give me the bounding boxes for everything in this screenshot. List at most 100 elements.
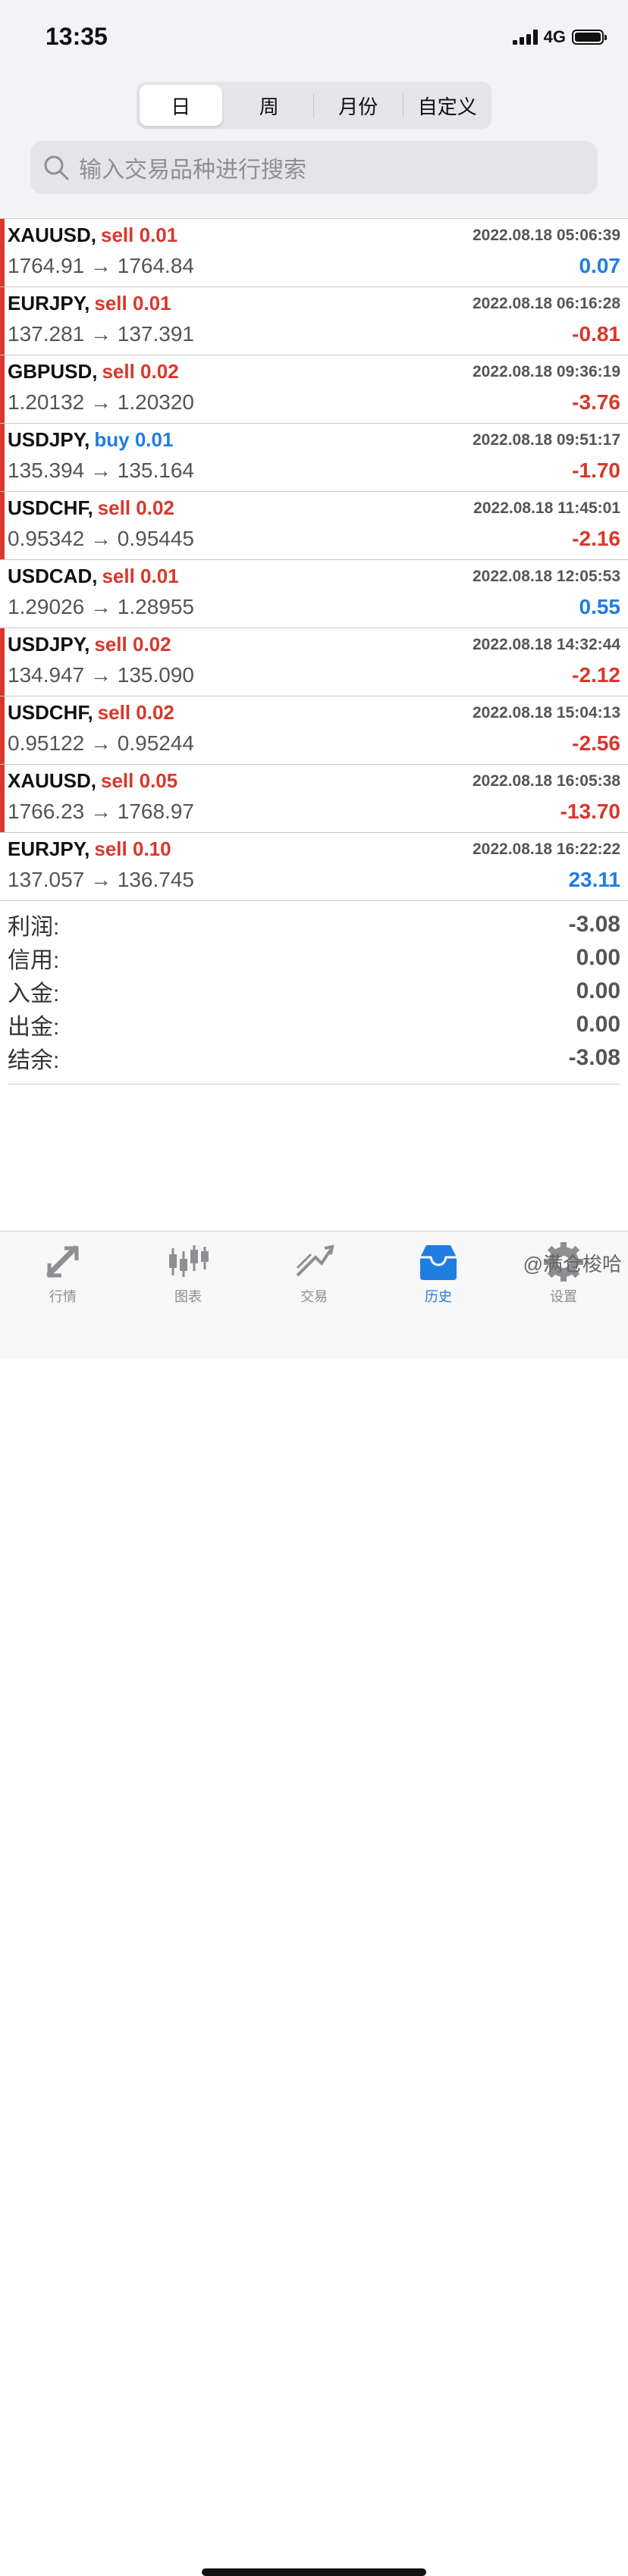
- trade-prices: 1.29026 → 1.28955: [8, 595, 194, 618]
- trade-symbol: USDCHF,: [8, 496, 93, 519]
- trade-row[interactable]: USDCHF, sell 0.02 2022.08.18 11:45:01 0.953…: [0, 492, 628, 560]
- trade-side: sell 0.01: [94, 292, 171, 315]
- summary-row: 结余: -3.08: [8, 1041, 620, 1075]
- trade-profit: 0.07: [579, 254, 621, 277]
- home-indicator[interactable]: [202, 2568, 426, 2576]
- signal-icon: [512, 30, 538, 45]
- trade-side: sell 0.01: [101, 224, 178, 246]
- summary-row: 利润: -3.08: [8, 908, 620, 941]
- summary-label: 入金:: [8, 981, 60, 1006]
- trade-time: 2022.08.18 12:05:53: [473, 568, 620, 585]
- segment-custom[interactable]: 自定义: [417, 95, 477, 118]
- segment-week[interactable]: 周: [259, 95, 279, 118]
- trade-row[interactable]: GBPUSD, sell 0.02 2022.08.18 09:36:19 1.201…: [0, 355, 628, 424]
- trade-side: sell 0.05: [101, 769, 178, 792]
- trade-profit: 23.11: [568, 868, 620, 891]
- trade-header: USDJPY, sell 0.02: [8, 633, 171, 656]
- tab-settings[interactable]: 设置: [522, 1241, 605, 1306]
- trade-row[interactable]: USDJPY, buy 0.01 2022.08.18 09:51:17 135.39…: [0, 424, 628, 492]
- trade-history-list: XAUUSD, sell 0.01 2022.08.18 05:06:39 1764.…: [0, 219, 628, 901]
- tab-trade[interactable]: 交易: [272, 1241, 356, 1306]
- loss-marker: [0, 219, 5, 286]
- loss-marker: [0, 355, 5, 423]
- status-time: 13:35: [46, 23, 108, 50]
- history-icon: [420, 1245, 457, 1280]
- trade-icon: [296, 1244, 334, 1277]
- summary-label: 出金:: [8, 1015, 60, 1040]
- trade-time: 2022.08.18 14:32:44: [473, 636, 620, 653]
- summary-label: 信用:: [8, 948, 60, 973]
- trade-row[interactable]: EURJPY, sell 0.10 2022.08.18 16:22:22 137.0…: [0, 833, 628, 901]
- trade-symbol: USDJPY,: [8, 633, 90, 656]
- trade-side: sell 0.02: [97, 701, 174, 724]
- search-placeholder: 输入交易品种进行搜索: [79, 158, 306, 183]
- top-header-area: 13:35 4G 日 周 月份 自定义 输入交易品种进行搜索: [0, 0, 628, 219]
- trade-header: EURJPY, sell 0.10: [8, 837, 171, 861]
- trade-symbol: XAUUSD,: [8, 769, 97, 792]
- segment-month[interactable]: 月份: [338, 95, 378, 118]
- status-indicators: 4G: [512, 27, 607, 47]
- tab-label: 交易: [300, 1289, 328, 1304]
- trade-header: USDJPY, buy 0.01: [8, 428, 173, 452]
- quotes-icon: [46, 1245, 79, 1278]
- trade-time: 2022.08.18 06:16:28: [473, 295, 620, 312]
- loss-marker: [0, 492, 5, 559]
- search-input[interactable]: 输入交易品种进行搜索: [30, 141, 598, 194]
- tab-label: 图表: [174, 1289, 202, 1304]
- watermark-text: @满仓梭哈: [523, 1253, 622, 1275]
- trade-header: XAUUSD, sell 0.05: [8, 769, 177, 793]
- segment-day[interactable]: 日: [140, 85, 222, 126]
- summary-row: 出金: 0.00: [8, 1008, 620, 1041]
- loss-marker: [0, 424, 5, 491]
- trade-profit: -0.81: [572, 322, 620, 346]
- trade-prices: 0.95122 → 0.95244: [8, 731, 194, 755]
- summary-value: 0.00: [576, 1012, 620, 1037]
- segment-divider: [313, 93, 314, 117]
- chart-icon: [169, 1245, 209, 1277]
- trade-symbol: EURJPY,: [8, 292, 90, 315]
- trade-prices: 137.281 → 137.391: [8, 322, 194, 346]
- trade-row[interactable]: XAUUSD, sell 0.05 2022.08.18 16:05:38 1766.…: [0, 765, 628, 833]
- trade-header: XAUUSD, sell 0.01: [8, 224, 177, 247]
- trade-side: sell 0.10: [94, 837, 171, 860]
- trade-time: 2022.08.18 16:05:38: [473, 772, 620, 790]
- trade-header: USDCAD, sell 0.01: [8, 565, 179, 588]
- tab-label: 行情: [49, 1289, 77, 1304]
- tab-history[interactable]: 历史: [397, 1241, 480, 1306]
- loss-marker: [0, 287, 5, 355]
- trade-profit: -1.70: [572, 459, 620, 482]
- network-label: 4G: [543, 27, 566, 46]
- loss-marker: [0, 628, 5, 696]
- settings-icon: [544, 1242, 583, 1282]
- trade-side: sell 0.01: [102, 565, 179, 587]
- trade-prices: 137.057 → 136.745: [8, 868, 194, 891]
- trade-row[interactable]: XAUUSD, sell 0.01 2022.08.18 05:06:39 1764.…: [0, 219, 628, 287]
- trade-side: sell 0.02: [97, 496, 174, 519]
- trade-profit: -2.16: [572, 527, 620, 550]
- trade-profit: 0.55: [579, 595, 621, 618]
- trade-row[interactable]: USDCHF, sell 0.02 2022.08.18 15:04:13 0.951…: [0, 696, 628, 765]
- battery-icon: [572, 30, 607, 45]
- period-segmented-control: 日 周 月份 自定义: [137, 82, 491, 129]
- bottom-tab-bar: 行情 图表 交易 历史: [0, 1231, 628, 2576]
- trade-profit: -2.56: [572, 731, 620, 755]
- trade-time: 2022.08.18 05:06:39: [473, 227, 620, 244]
- summary-value: 0.00: [576, 978, 620, 1003]
- loss-marker: [0, 765, 5, 832]
- trade-symbol: XAUUSD,: [8, 224, 97, 246]
- trade-header: USDCHF, sell 0.02: [8, 701, 174, 725]
- trade-row[interactable]: USDCAD, sell 0.01 2022.08.18 12:05:53 1.290…: [0, 560, 628, 628]
- trade-header: GBPUSD, sell 0.02: [8, 360, 179, 383]
- summary-value: -3.08: [568, 1045, 620, 1070]
- tab-quotes[interactable]: 行情: [21, 1241, 105, 1306]
- history-summary: 利润: -3.08 信用: 0.00 入金: 0.00 出金: 0.00 结余: -3.08: [8, 908, 620, 1085]
- trade-time: 2022.08.18 15:04:13: [473, 704, 620, 721]
- trade-time: 2022.08.18 09:36:19: [473, 363, 620, 380]
- trade-row[interactable]: EURJPY, sell 0.01 2022.08.18 06:16:28 137.2…: [0, 287, 628, 355]
- trade-row[interactable]: USDJPY, sell 0.02 2022.08.18 14:32:44 134.9…: [0, 628, 628, 696]
- trade-header: USDCHF, sell 0.02: [8, 496, 174, 520]
- trade-profit: -13.70: [560, 800, 620, 823]
- tab-chart[interactable]: 图表: [146, 1241, 230, 1306]
- trade-side: sell 0.02: [94, 633, 171, 656]
- search-icon: [44, 155, 69, 180]
